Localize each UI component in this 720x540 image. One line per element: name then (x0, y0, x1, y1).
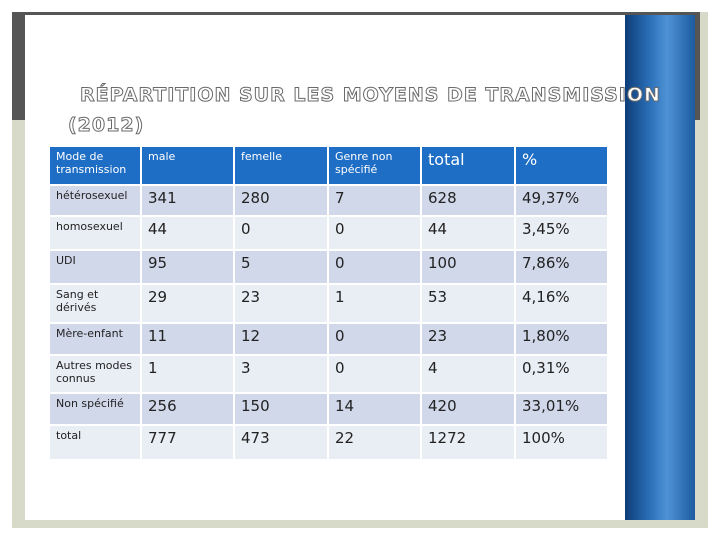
row-label: Mère-enfant (48, 322, 142, 356)
cell: 3 (233, 354, 329, 394)
cell: 1,80% (514, 322, 609, 356)
header-cell: male (140, 145, 235, 186)
header-cell: % (514, 145, 609, 186)
cell: 1 (140, 354, 235, 394)
row-label: Non spécifié (48, 392, 142, 426)
side-strip (625, 15, 695, 520)
cell: 7,86% (514, 249, 609, 285)
row-label: homosexuel (48, 215, 142, 251)
cell: 3,45% (514, 215, 609, 251)
cell: 0 (233, 215, 329, 251)
cell: 29 (140, 283, 235, 324)
cell: 95 (140, 249, 235, 285)
cell: 628 (420, 184, 516, 217)
cell: 280 (233, 184, 329, 217)
header-cell: femelle (233, 145, 329, 186)
cell: 0,31% (514, 354, 609, 394)
cell: 1 (327, 283, 422, 324)
header-cell: total (420, 145, 516, 186)
cell: 0 (327, 354, 422, 394)
cell: 420 (420, 392, 516, 426)
row-label: Autres modes connus (48, 354, 142, 394)
cell: 5 (233, 249, 329, 285)
cell: 23 (420, 322, 516, 356)
table-row: Mère-enfant 11 12 0 23 1,80% (48, 322, 609, 356)
cell: 11 (140, 322, 235, 356)
cell: 53 (420, 283, 516, 324)
cell: 22 (327, 424, 422, 461)
cell: 0 (327, 322, 422, 356)
cell: 14 (327, 392, 422, 426)
title: RÉPARTITION SUR LES MOYENS DE TRANSMISSI… (80, 84, 661, 107)
table-row: homosexuel 44 0 0 44 3,45% (48, 215, 609, 251)
cell: 12 (233, 322, 329, 356)
cell: 44 (140, 215, 235, 251)
table: Mode de transmission male femelle Genre non… (48, 145, 609, 461)
row-label: hétérosexuel (48, 184, 142, 217)
cell: 341 (140, 184, 235, 217)
cell: 777 (140, 424, 235, 461)
row-label: UDI (48, 249, 142, 285)
cell: 49,37% (514, 184, 609, 217)
cell: 473 (233, 424, 329, 461)
cell: 0 (327, 249, 422, 285)
table-row: Sang et dérivés 29 23 1 53 4,16% (48, 283, 609, 324)
cell: 44 (420, 215, 516, 251)
table-row: total 777 473 22 1272 100% (48, 424, 609, 461)
title-year: (2012) (67, 114, 145, 137)
cell: 7 (327, 184, 422, 217)
cell: 100% (514, 424, 609, 461)
header-cell: Mode de transmission (48, 145, 142, 186)
cell: 100 (420, 249, 516, 285)
header-cell: Genre non spécifié (327, 145, 422, 186)
cell: 1272 (420, 424, 516, 461)
table-row: UDI 95 5 0 100 7,86% (48, 249, 609, 285)
table-row: Non spécifié 256 150 14 420 33,01% (48, 392, 609, 426)
header-row: Mode de transmission male femelle Genre non… (48, 145, 609, 186)
table-row: Autres modes connus 1 3 0 4 0,31% (48, 354, 609, 394)
cell: 0 (327, 215, 422, 251)
cell: 4,16% (514, 283, 609, 324)
table-row: hétérosexuel 341 280 7 628 49,37% (48, 184, 609, 217)
row-label: total (48, 424, 142, 461)
cell: 33,01% (514, 392, 609, 426)
row-label: Sang et dérivés (48, 283, 142, 324)
cell: 150 (233, 392, 329, 426)
cell: 4 (420, 354, 516, 394)
cell: 256 (140, 392, 235, 426)
cell: 23 (233, 283, 329, 324)
